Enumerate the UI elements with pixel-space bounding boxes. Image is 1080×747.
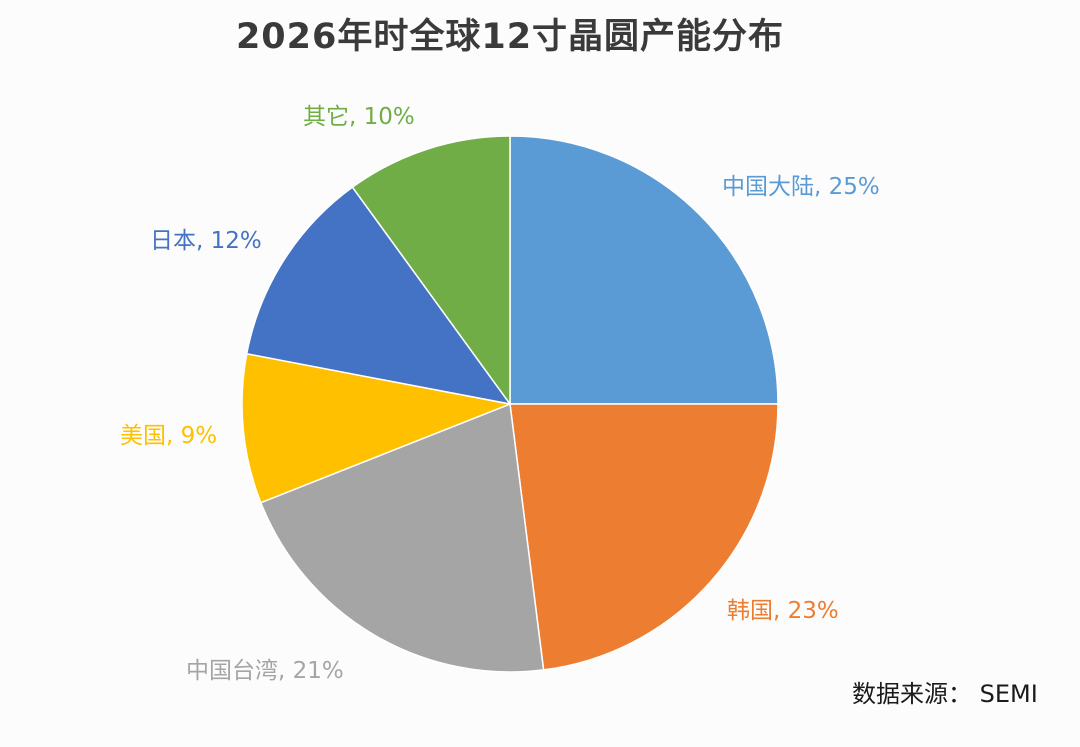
slice-label-6: 其它, 10% [303,104,415,130]
slice-label-5: 日本, 12% [150,228,262,254]
pie-slice-2 [509,403,779,671]
pie-slice-3 [259,402,545,673]
pie-slice-1 [509,135,779,405]
slice-label-1: 中国大陆, 25% [722,174,880,200]
slice-label-2: 韩国, 23% [727,598,839,624]
chart-title: 2026年时全球12寸晶圆产能分布 [235,17,785,57]
pie-slice-4 [241,352,513,504]
pie-slice-5 [245,186,512,406]
slice-label-4: 美国, 9% [120,423,217,449]
slice-label-3: 中国台湾, 21% [186,658,344,684]
source-note: 数据来源： SEMI [852,680,1038,708]
pie-slice-6 [351,135,511,407]
